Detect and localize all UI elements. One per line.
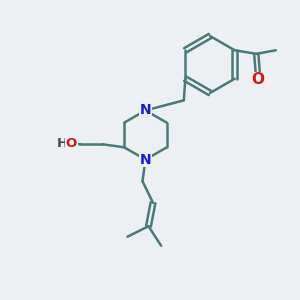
Text: N: N <box>140 103 151 117</box>
Text: N: N <box>140 153 151 166</box>
Text: H: H <box>57 137 68 150</box>
Text: O: O <box>251 72 264 87</box>
Text: O: O <box>66 137 77 150</box>
